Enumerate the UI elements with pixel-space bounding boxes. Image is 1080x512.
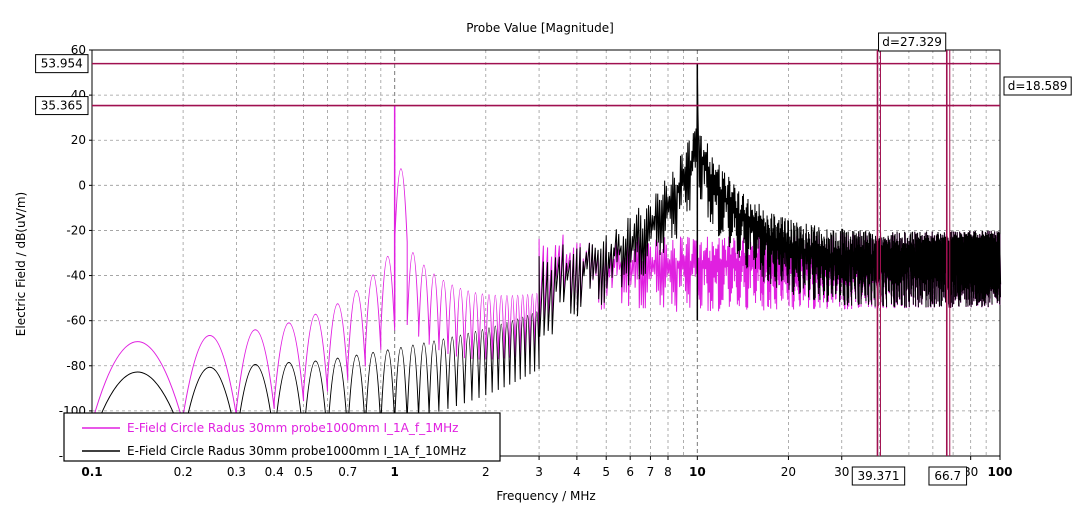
h-marker-label-box [35,54,89,74]
v-marker-label-box [928,466,968,486]
v-marker-label-box [851,466,906,486]
x-tick-label: 0.7 [338,465,357,479]
x-tick-label: 0.4 [265,465,284,479]
x-tick-label: 3 [535,465,543,479]
x-tick-label: 0.2 [174,465,193,479]
x-tick-label: 0.1 [81,465,102,479]
x-tick-label: 7 [647,465,655,479]
marker-labels: 53.954 35.365 d=27.329 d=18.589 39.371 66.7 [35,32,1072,486]
x-tick-label: 30 [834,465,849,479]
x-tick-label: 6 [626,465,634,479]
markers [92,50,1000,456]
delta-label-y: d=18.589 [1008,79,1068,93]
x-tick-label: 100 [987,465,1012,479]
x-tick-label: 2 [482,465,490,479]
h-marker-label: 53.954 [41,57,83,71]
h-marker-label-box [35,96,89,116]
x-tick-label: 10 [689,465,706,479]
x-tick-label: 0.3 [227,465,246,479]
chart-title: Probe Value [Magnitude] [466,21,614,35]
series-group [91,63,1002,440]
delta-label-y-box [1003,76,1072,96]
h-marker-label: 35.365 [41,99,83,113]
grid [91,49,1001,457]
y-axis-label: Electric Field / dB(uV/m) [14,192,28,336]
y-tick-label: -20 [66,223,86,237]
x-tick-label: 1 [390,465,398,479]
v-marker-label: 66.7 [934,469,961,483]
x-tick-label: 8 [664,465,672,479]
y-tick-label: 20 [71,133,86,147]
legend-box [63,412,501,462]
delta-label-x: d=27.329 [882,35,942,49]
y-tick-label: 60 [71,43,86,57]
x-tick-label: 0.5 [294,465,313,479]
legend-label-1mhz: E-Field Circle Radus 30mm probe1000mm I_… [127,421,458,435]
x-tick-label: 5 [602,465,610,479]
delta-label-x-box [878,32,947,52]
x-axis-label: Frequency / MHz [496,489,595,503]
legend: E-Field Circle Radus 30mm probe1000mm I_… [63,412,501,462]
y-tick-label: -80 [66,359,86,373]
x-tick-label: 4 [573,465,581,479]
v-marker-label: 39.371 [857,469,899,483]
y-tick-label: -40 [66,269,86,283]
y-tick-label: -60 [66,314,86,328]
x-tick-label: 20 [781,465,796,479]
series-line-10mhz [91,64,1002,440]
y-tick-label: 0 [78,178,86,192]
legend-label-10mhz: E-Field Circle Radus 30mm probe1000mm I_… [127,444,466,458]
